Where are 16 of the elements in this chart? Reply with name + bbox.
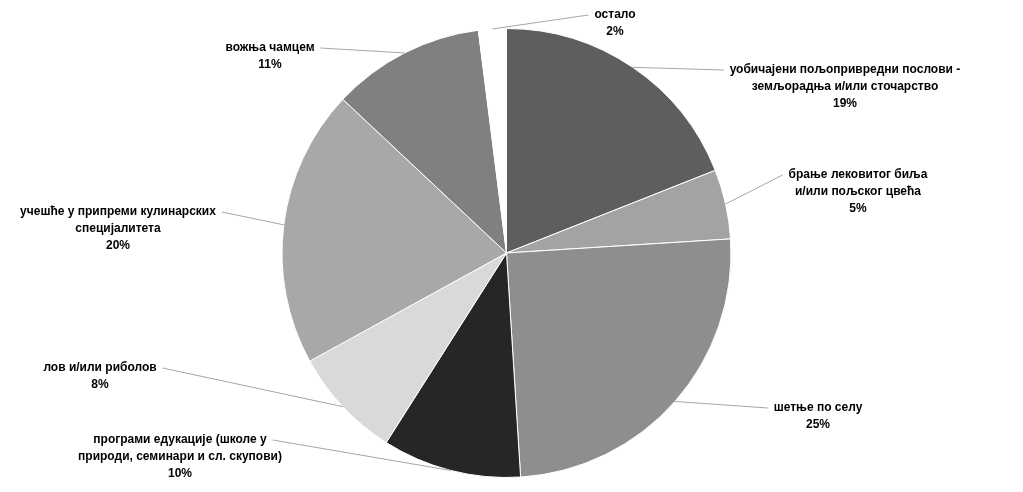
- data-label: 8%: [91, 377, 109, 392]
- slice-label: вожња чамцем: [225, 40, 315, 55]
- data-label: 19%: [832, 96, 858, 111]
- slice-label: учешће у припреми кулинарских специјалитета: [20, 204, 217, 236]
- slice-label: уобичајени пољопривредни послови - земљорадња и/или сточарство: [729, 62, 961, 94]
- slice-label: шетње по селу: [773, 400, 863, 415]
- data-label: 2%: [606, 24, 624, 39]
- data-label: 20%: [105, 238, 131, 253]
- slice-label: програми едукације (школе у природи, семинари и сл. скупови): [78, 432, 282, 464]
- data-label: 10%: [167, 466, 193, 481]
- slice-label: остало: [594, 7, 636, 22]
- data-label: 5%: [849, 201, 867, 216]
- data-label: 25%: [805, 417, 831, 432]
- data-label: 11%: [258, 57, 283, 72]
- slice-label: брање лековитог биља и/или пољског цвећа: [788, 167, 928, 199]
- slice-label: лов и/или риболов: [43, 360, 157, 375]
